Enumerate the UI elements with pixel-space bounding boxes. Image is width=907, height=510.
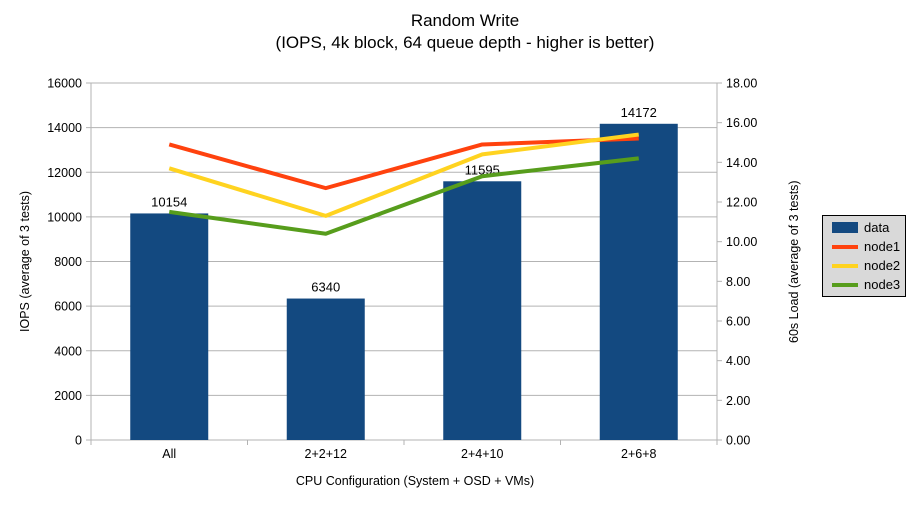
left-axis-tick-label: 14000 [47,121,82,135]
right-axis-tick-label: 12.00 [726,196,757,210]
right-axis-tick-label: 16.00 [726,116,757,130]
legend: data node1 node2 node3 [822,215,906,297]
line-node3 [168,156,639,236]
legend-item-node2: node2 [832,257,905,273]
bar-value-label: 6340 [311,280,340,295]
bar-value-label: 10154 [151,194,187,209]
right-axis-tick-label: 14.00 [726,156,757,170]
left-axis-title: IOPS (average of 3 tests) [18,190,32,333]
legend-swatch-node2 [832,263,858,268]
legend-swatch-data [832,222,858,233]
left-axis-tick-label: 12000 [47,166,82,180]
right-axis-title: 60s Load (average of 3 tests) [787,180,801,343]
left-axis-tick-label: 6000 [54,300,82,314]
legend-label: data [864,219,890,235]
bar [286,298,365,440]
chart-subtitle: (IOPS, 4k block, 64 queue depth - higher… [275,33,655,52]
legend-label: node1 [864,238,901,254]
bar [443,181,522,440]
legend-label: node2 [864,257,901,273]
line-node1 [168,136,639,191]
x-axis-category-label: All [162,447,176,461]
x-axis-category-label: 2+4+10 [461,447,503,461]
left-axis-tick-label: 0 [75,434,82,448]
right-axis-tick-label: 10.00 [726,235,757,249]
chart-title-block: Random Write (IOPS, 4k block, 64 queue d… [25,10,905,54]
chart-title: Random Write [410,11,520,30]
x-axis-title: CPU Configuration (System + OSD + VMs) [295,474,535,488]
left-axis-tick-label: 4000 [54,344,82,358]
left-axis-tick-label: 8000 [54,255,82,269]
bar [130,213,209,440]
right-axis-tick-label: 2.00 [726,394,750,408]
legend-item-data: data [832,219,905,235]
x-axis-category-label: 2+6+8 [621,447,657,461]
right-axis-tick-label: 8.00 [726,275,750,289]
legend-item-node1: node1 [832,238,905,254]
right-axis-tick-label: 0.00 [726,434,750,448]
left-axis-tick-label: 2000 [54,389,82,403]
bar-value-label: 14172 [621,105,657,120]
line-node2 [168,132,640,218]
legend-label: node3 [864,276,901,292]
right-axis-tick-label: 4.00 [726,354,750,368]
legend-swatch-node3 [832,282,858,287]
left-axis-tick-label: 16000 [47,77,82,91]
right-axis-tick-label: 18.00 [726,77,757,91]
legend-item-node3: node3 [832,276,905,292]
right-axis-tick-label: 6.00 [726,315,750,329]
legend-swatch-node1 [832,244,858,249]
bar [599,123,678,441]
left-axis-tick-label: 10000 [47,210,82,224]
x-axis-category-label: 2+2+12 [305,447,347,461]
